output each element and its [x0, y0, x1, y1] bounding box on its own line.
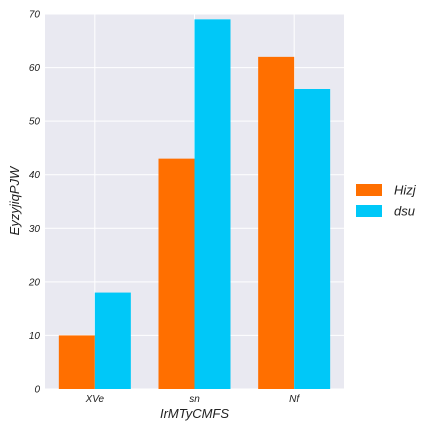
legend: Hizj dsu: [356, 183, 417, 219]
bar-hizj-xve: [58, 335, 95, 389]
y-tick-label: 20: [28, 277, 41, 288]
bar-hizj-nf: [258, 56, 295, 389]
y-tick-labels: 0 10 20 30 40 50 60 70: [28, 10, 41, 396]
y-axis-title: EyzyjiqPJW: [7, 165, 22, 235]
x-tick-label: sn: [189, 394, 200, 405]
x-tick-labels: XVe sn Nf: [85, 394, 301, 405]
bar-dsu-sn: [194, 19, 231, 389]
x-axis-title: IrMTyCMFS: [160, 406, 229, 421]
y-tick-label: 70: [29, 10, 41, 21]
x-tick-label: Nf: [289, 394, 300, 405]
y-tick-label: 40: [29, 170, 41, 181]
bars-group: [58, 19, 331, 389]
legend-label-hizj: Hizj: [394, 183, 417, 198]
bar-dsu-xve: [94, 292, 131, 389]
y-tick-label: 10: [29, 331, 41, 342]
legend-label-dsu: dsu: [394, 204, 415, 219]
x-tick-label: XVe: [85, 394, 105, 405]
bar-dsu-nf: [294, 89, 331, 389]
y-tick-label: 0: [34, 385, 40, 396]
bar-hizj-sn: [158, 158, 195, 389]
legend-swatch-hizj: [356, 184, 382, 196]
y-tick-label: 50: [29, 117, 41, 128]
y-tick-label: 30: [29, 224, 41, 235]
y-tick-label: 60: [29, 63, 41, 74]
legend-swatch-dsu: [356, 205, 382, 217]
